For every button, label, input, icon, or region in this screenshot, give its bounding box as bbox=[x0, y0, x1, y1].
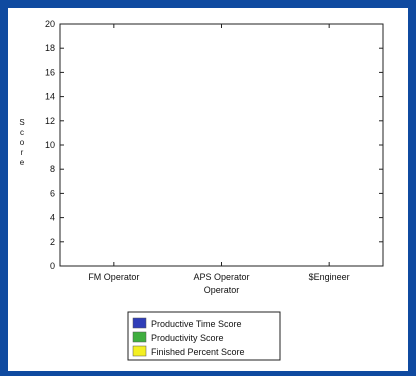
y-axis-label-letter: r bbox=[21, 148, 24, 157]
x-tick-label: Operator bbox=[204, 285, 240, 295]
y-tick-label: 20 bbox=[45, 19, 55, 29]
y-tick-label: 8 bbox=[50, 164, 55, 174]
x-tick-label: $Engineer bbox=[309, 272, 350, 282]
legend-swatch bbox=[132, 331, 147, 343]
y-tick-label: 6 bbox=[50, 188, 55, 198]
legend: Productive Time Score Productivity Score F… bbox=[127, 311, 281, 361]
y-axis-label-letter: o bbox=[20, 138, 25, 147]
y-tick-label: 14 bbox=[45, 92, 55, 102]
x-tick-label: APS Operator bbox=[193, 272, 249, 282]
y-tick-label: 18 bbox=[45, 43, 55, 53]
x-tick-label: FM Operator bbox=[88, 272, 139, 282]
y-tick-label: 12 bbox=[45, 116, 55, 126]
legend-swatch bbox=[132, 345, 147, 357]
legend-label: Productive Time Score bbox=[151, 319, 242, 329]
axis-layer: 0 2 4 6 8 10 12 14 16 18 20 FM Operator APS Operator… bbox=[45, 19, 384, 295]
y-tick-label: 2 bbox=[50, 237, 55, 247]
y-tick-label: 16 bbox=[45, 67, 55, 77]
plot-area bbox=[59, 23, 384, 267]
stacked-bar-chart: 0 2 4 6 8 10 12 14 16 18 20 FM Operator APS Operator… bbox=[19, 19, 384, 361]
y-axis-label-letter: S bbox=[19, 118, 24, 127]
chart-panel: 0 2 4 6 8 10 12 14 16 18 20 FM Operator APS Operator… bbox=[8, 8, 408, 371]
y-axis-label: Score bbox=[19, 118, 24, 167]
y-tick-label: 4 bbox=[50, 213, 55, 223]
y-axis-label-letter: e bbox=[20, 158, 25, 167]
legend-label: Productivity Score bbox=[151, 333, 224, 343]
y-axis-label-letter: c bbox=[20, 128, 24, 137]
legend-label: Finished Percent Score bbox=[151, 347, 245, 357]
legend-box bbox=[127, 311, 281, 361]
legend-swatch bbox=[132, 317, 147, 329]
y-tick-label: 10 bbox=[45, 140, 55, 150]
y-tick-label: 0 bbox=[50, 261, 55, 271]
